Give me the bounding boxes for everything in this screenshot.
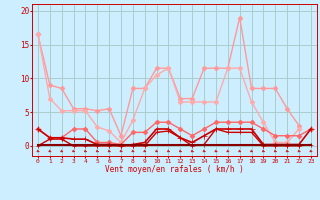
X-axis label: Vent moyen/en rafales ( km/h ): Vent moyen/en rafales ( km/h ) bbox=[105, 165, 244, 174]
